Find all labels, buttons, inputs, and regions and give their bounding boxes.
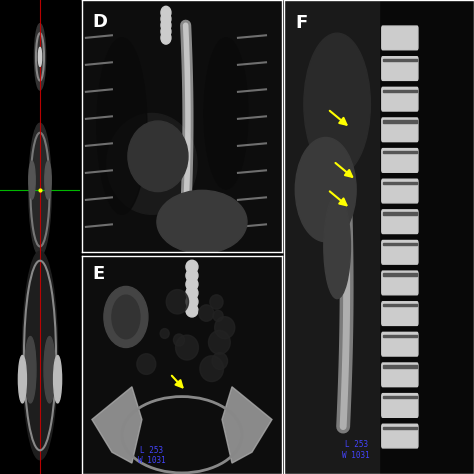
Circle shape (18, 356, 27, 403)
Circle shape (161, 25, 171, 38)
Circle shape (38, 47, 42, 66)
Circle shape (200, 356, 224, 382)
FancyBboxPatch shape (382, 240, 418, 264)
Bar (383, 182, 417, 184)
FancyBboxPatch shape (382, 302, 418, 326)
FancyBboxPatch shape (382, 148, 418, 172)
Circle shape (29, 123, 51, 256)
Ellipse shape (128, 121, 188, 191)
Circle shape (137, 354, 156, 374)
Circle shape (212, 353, 228, 369)
Circle shape (35, 24, 46, 90)
Ellipse shape (97, 38, 147, 214)
Text: D: D (92, 13, 107, 31)
Circle shape (44, 337, 55, 403)
Bar (383, 304, 417, 307)
Text: L 253
W 1031: L 253 W 1031 (342, 440, 370, 460)
Bar (383, 120, 417, 123)
Text: L 253
W 1031: L 253 W 1031 (138, 446, 166, 465)
Circle shape (25, 337, 36, 403)
Circle shape (45, 161, 51, 199)
Bar (284, 0, 379, 474)
FancyBboxPatch shape (382, 363, 418, 387)
Circle shape (186, 269, 198, 282)
Bar (383, 151, 417, 153)
FancyBboxPatch shape (382, 210, 418, 234)
Circle shape (54, 356, 62, 403)
FancyBboxPatch shape (382, 332, 418, 356)
FancyBboxPatch shape (382, 179, 418, 203)
FancyBboxPatch shape (382, 118, 418, 142)
Ellipse shape (112, 295, 140, 339)
Circle shape (199, 305, 214, 321)
FancyBboxPatch shape (382, 26, 418, 50)
Circle shape (186, 286, 198, 300)
FancyBboxPatch shape (382, 424, 418, 448)
Circle shape (161, 31, 171, 44)
Ellipse shape (107, 113, 197, 214)
Ellipse shape (324, 194, 350, 299)
Ellipse shape (204, 38, 248, 189)
Text: F: F (295, 14, 308, 32)
FancyBboxPatch shape (382, 271, 418, 295)
FancyBboxPatch shape (382, 393, 418, 417)
Circle shape (186, 295, 198, 308)
Bar (383, 243, 417, 245)
FancyBboxPatch shape (382, 57, 418, 81)
Bar (383, 59, 417, 62)
Circle shape (160, 328, 169, 338)
Circle shape (186, 304, 198, 317)
Bar (383, 427, 417, 429)
Bar (383, 212, 417, 215)
Ellipse shape (157, 191, 247, 254)
Polygon shape (222, 387, 272, 463)
Circle shape (29, 161, 35, 199)
Circle shape (210, 295, 223, 309)
Circle shape (215, 317, 235, 338)
Circle shape (209, 330, 230, 354)
Bar (383, 365, 417, 368)
Circle shape (175, 335, 199, 360)
Bar (383, 396, 417, 398)
Ellipse shape (295, 137, 356, 242)
Bar (383, 90, 417, 92)
Circle shape (161, 19, 171, 31)
Circle shape (186, 278, 198, 291)
Ellipse shape (104, 286, 148, 347)
Circle shape (186, 260, 198, 273)
Circle shape (22, 251, 58, 460)
Circle shape (161, 13, 171, 25)
Text: E: E (92, 264, 104, 283)
Bar (383, 273, 417, 276)
Polygon shape (92, 387, 142, 463)
Circle shape (213, 310, 223, 321)
Circle shape (161, 6, 171, 19)
FancyBboxPatch shape (382, 87, 418, 111)
Bar (383, 335, 417, 337)
Circle shape (173, 334, 184, 346)
Circle shape (166, 290, 189, 314)
Ellipse shape (304, 33, 370, 175)
